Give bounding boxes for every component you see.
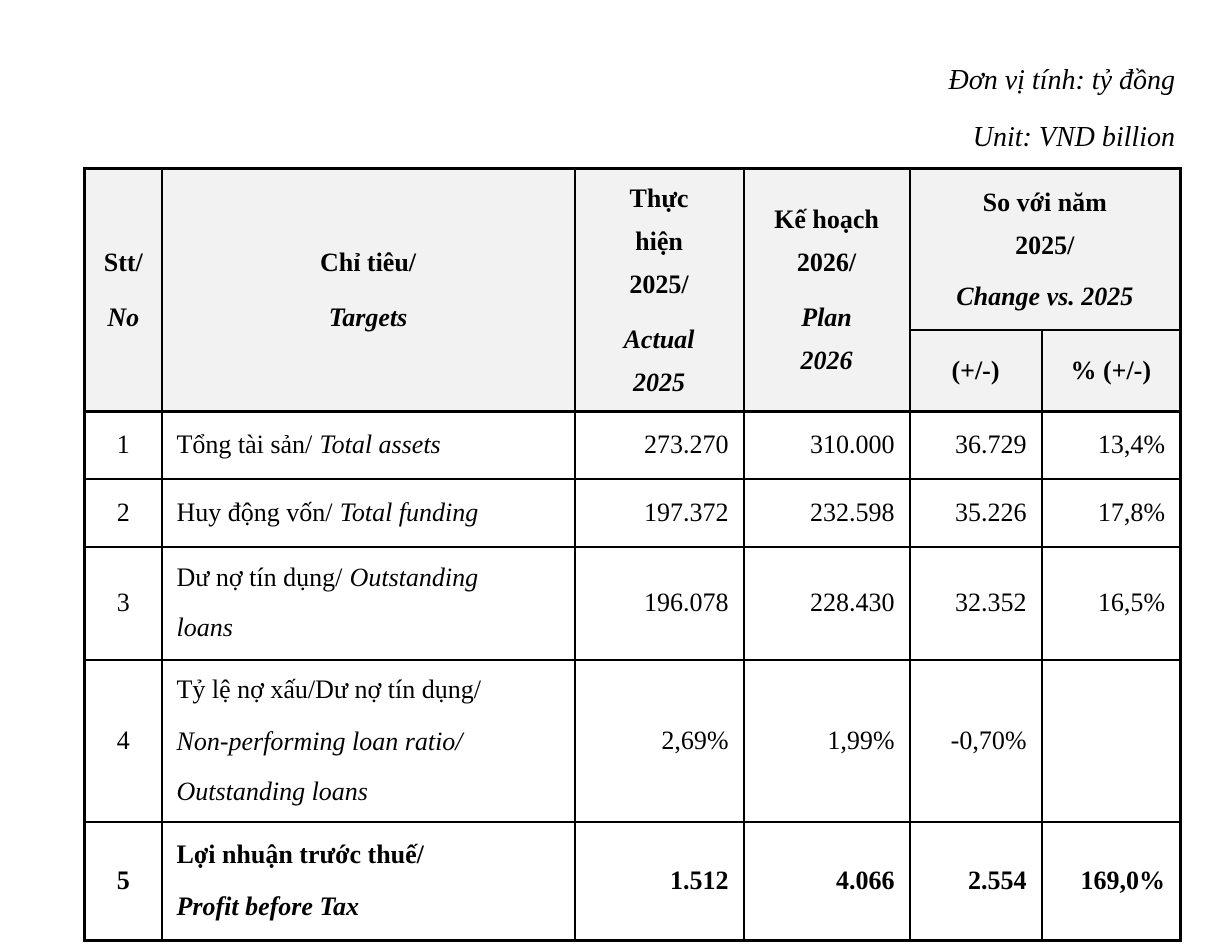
table-row: 4 Tỷ lệ nợ xấu/Dư nợ tín dụng/Non-perfor… [83,658,1182,823]
header-change-en: Change vs. 2025 [956,281,1134,311]
header-targets: Chỉ tiêu/ Targets [160,167,576,413]
cell-target-en: Outstanding loans [176,563,479,642]
cell-actual: 197.372 [573,477,745,548]
header-actual-vi: Thực hiện 2025/ [629,183,689,299]
header-no-en: No [107,303,140,332]
cell-change-abs: 35.226 [908,477,1043,548]
cell-target-en: Total assets [319,430,441,460]
header-change-pct-label: % (+/-) [1070,355,1151,385]
table-row: 5 Lợi nhuận trước thuế/Profit before Tax… [83,820,1182,942]
header-change-abs: (+/-) [908,328,1043,413]
cell-no: 3 [83,545,163,661]
table-row: 2 Huy động vốn/Total funding 197.372 232… [83,477,1182,548]
table-row: 1 Tổng tài sản/Total assets 273.270 310.… [83,410,1182,480]
cell-change-pct: 17,8% [1040,477,1182,548]
header-targets-en: Targets [328,303,408,332]
cell-change-abs: 2.554 [908,820,1043,942]
header-change-abs-label: (+/-) [951,355,1000,385]
cell-change-abs: 36.729 [908,410,1043,480]
cell-change-pct: 13,4% [1040,410,1182,480]
header-targets-vi: Chỉ tiêu/ [319,248,417,277]
cell-change-pct [1040,658,1182,823]
cell-no: 2 [83,477,163,548]
unit-note-en: Unit: VND billion [972,122,1175,153]
cell-target-vi: Huy động vốn/ [176,497,333,527]
cell-target-vi: Lợi nhuận trước thuế/ [176,839,424,869]
header-plan-2026: Kế hoạch 2026/ Plan 2026 [742,167,911,413]
cell-change-pct: 16,5% [1040,545,1182,661]
unit-note-vi: Đơn vị tính: tỷ đồng [948,65,1175,96]
header-plan-en: Plan 2026 [800,303,853,375]
cell-target: Tỷ lệ nợ xấu/Dư nợ tín dụng/Non-performi… [160,658,576,823]
cell-plan: 232.598 [742,477,911,548]
cell-actual: 273.270 [573,410,745,480]
cell-change-abs: 32.352 [908,545,1043,661]
cell-plan: 1,99% [742,658,911,823]
cell-target: Tổng tài sản/Total assets [160,410,576,480]
header-no: Stt/ No [83,167,163,413]
header-plan-vi: Kế hoạch 2026/ [774,205,879,277]
cell-no: 1 [83,410,163,480]
cell-actual: 2,69% [573,658,745,823]
header-change-group: So với năm 2025/ Change vs. 2025 [908,167,1182,331]
cell-no: 5 [83,820,163,942]
header-change-pct: % (+/-) [1040,328,1182,413]
cell-actual: 1.512 [573,820,745,942]
table-row: 3 Dư nợ tín dụng/Outstanding loans 196.0… [83,545,1182,661]
cell-target: Huy động vốn/Total funding [160,477,576,548]
cell-no: 4 [83,658,163,823]
cell-actual: 196.078 [573,545,745,661]
unit-note: Đơn vị tính: tỷ đồng Unit: VND billion [949,52,1175,166]
cell-target-vi: Tổng tài sản/ [176,430,313,460]
header-no-vi: Stt/ [103,248,143,277]
header-actual-2025: Thực hiện 2025/ Actual 2025 [573,167,745,413]
cell-plan: 4.066 [742,820,911,942]
cell-change-pct: 169,0% [1040,820,1182,942]
header-actual-en: Actual 2025 [623,324,695,397]
cell-plan: 310.000 [742,410,911,480]
cell-plan: 228.430 [742,545,911,661]
cell-target: Dư nợ tín dụng/Outstanding loans [160,545,576,661]
cell-target-vi: Tỷ lệ nợ xấu/Dư nợ tín dụng/ [176,674,481,704]
targets-table: Stt/ No Chỉ tiêu/ Targets Thực hiện 2025… [83,167,1182,942]
cell-change-abs: -0,70% [908,658,1043,823]
cell-target: Lợi nhuận trước thuế/Profit before Tax [160,820,576,942]
cell-target-en: Total funding [339,497,479,527]
cell-target-en: Non-performing loan ratio/ Outstanding l… [176,726,463,806]
cell-target-vi: Dư nợ tín dụng/ [176,563,343,592]
cell-target-en: Profit before Tax [176,891,359,921]
header-change-vi: So với năm 2025/ [982,187,1107,260]
